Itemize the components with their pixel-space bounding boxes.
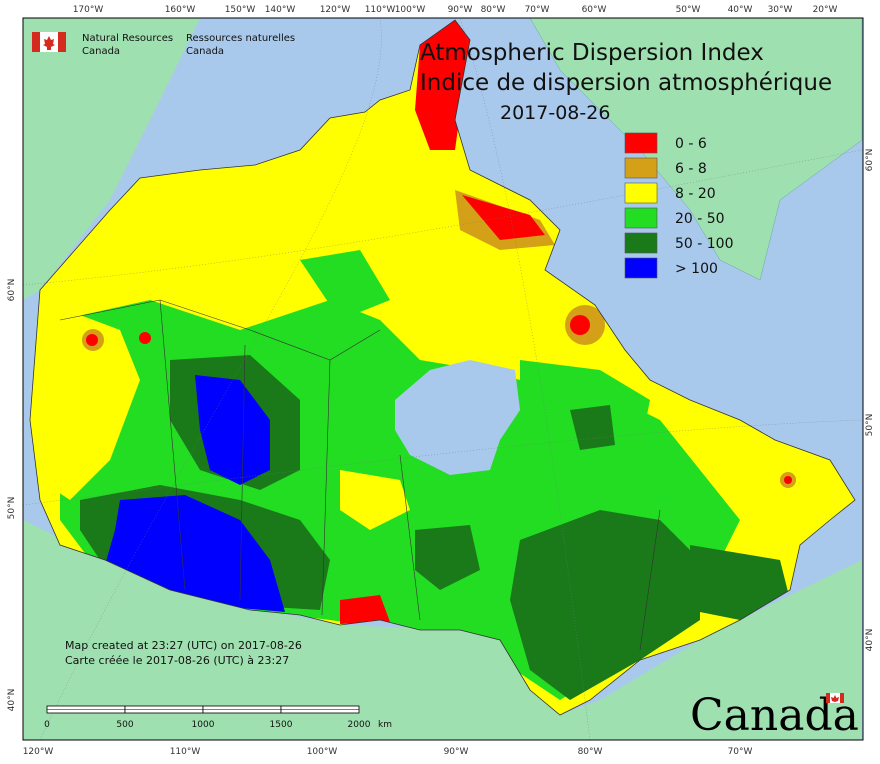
flag-left-bar — [32, 32, 40, 52]
scale-unit: km — [378, 720, 392, 730]
legend-swatch — [624, 232, 658, 254]
map-title-fr: Indice de dispersion atmosphérique — [420, 70, 832, 96]
left-tick-labels: 60°N 50°N 40°N — [7, 279, 17, 712]
top-tick-label: 120°W — [320, 5, 351, 15]
legend-swatch — [624, 132, 658, 154]
bottom-tick-label: 110°W — [170, 747, 201, 757]
top-tick-label: 70°W — [525, 5, 550, 15]
map-note-en: Map created at 23:27 (UTC) on 2017-08-26 — [65, 639, 302, 652]
map-border — [22, 17, 864, 741]
top-tick-label: 140°W — [265, 5, 296, 15]
wordmark-maple-leaf-icon — [831, 695, 839, 702]
legend-label: 50 - 100 — [675, 236, 734, 252]
top-tick-labels: 170°W 160°W 150°W 140°W 120°W 110°W 100°W 90°W 8… — [73, 5, 838, 15]
bottom-tick-label: 70°W — [728, 747, 753, 757]
signature-fr-line1: Ressources naturelles — [186, 33, 295, 44]
scale-label: 2000 — [348, 720, 371, 730]
canada-outline — [29, 19, 856, 716]
bottom-tick-label: 80°W — [578, 747, 603, 757]
top-tick-label: 100°W — [395, 5, 426, 15]
legend-label: 6 - 8 — [675, 161, 707, 177]
top-tick-label: 150°W — [225, 5, 256, 15]
right-tick-label: 40°N — [865, 629, 875, 652]
signature-fr-line2: Canada — [186, 46, 224, 57]
top-tick-label: 160°W — [165, 5, 196, 15]
legend-swatch — [624, 257, 658, 279]
top-tick-label: 30°W — [768, 5, 793, 15]
legend-swatch — [624, 182, 658, 204]
map-title-en: Atmospheric Dispersion Index — [420, 40, 764, 66]
legend-label: 0 - 6 — [675, 136, 707, 152]
provincial-borders — [59, 299, 661, 651]
bottom-tick-label: 120°W — [23, 747, 54, 757]
legend-label: > 100 — [675, 261, 718, 277]
left-tick-label: 60°N — [7, 279, 17, 302]
top-tick-label: 170°W — [73, 5, 104, 15]
legend-swatch — [624, 157, 658, 179]
scale-labels: 0 500 1000 1500 2000 — [44, 720, 371, 730]
top-tick-label: 60°W — [582, 5, 607, 15]
signature-en-line2: Canada — [82, 46, 120, 57]
left-tick-label: 40°N — [7, 689, 17, 712]
signature-en-line1: Natural Resources — [82, 33, 173, 44]
flag-right-bar — [58, 32, 66, 52]
legend-swatch — [624, 207, 658, 229]
top-tick-label: 50°W — [676, 5, 701, 15]
canada-wordmark: Canada — [690, 690, 859, 741]
top-tick-label: 90°W — [448, 5, 473, 15]
legend-label: 20 - 50 — [675, 211, 725, 227]
graticule — [22, 17, 863, 741]
map-date: 2017-08-26 — [500, 102, 610, 124]
scale-bar: 0 500 1000 1500 2000 km — [44, 705, 392, 730]
bottom-tick-labels: 120°W 110°W 100°W 90°W 80°W 70°W — [23, 747, 753, 757]
right-tick-labels: 60°N 50°N 40°N — [865, 149, 875, 652]
government-signature: Natural Resources Canada Ressources natu… — [32, 32, 295, 57]
bottom-tick-label: 90°W — [444, 747, 469, 757]
right-tick-label: 60°N — [865, 149, 875, 172]
legend: 0 - 6 6 - 8 8 - 20 20 - 50 50 - 100 > 100 — [624, 132, 734, 279]
left-tick-label: 50°N — [7, 497, 17, 520]
bottom-tick-label: 100°W — [307, 747, 338, 757]
scale-label: 500 — [116, 720, 133, 730]
scale-label: 1000 — [192, 720, 215, 730]
top-tick-label: 20°W — [813, 5, 838, 15]
top-tick-label: 110°W — [365, 5, 396, 15]
wordmark-flag-right — [840, 693, 844, 703]
top-tick-label: 80°W — [481, 5, 506, 15]
alaska-land — [23, 18, 200, 300]
scale-label: 1500 — [270, 720, 293, 730]
greenland-land — [529, 17, 863, 281]
legend-label: 8 - 20 — [675, 186, 716, 202]
top-tick-label: 40°W — [728, 5, 753, 15]
hudson-bay — [395, 360, 520, 475]
maple-leaf-icon — [43, 36, 55, 50]
scale-label: 0 — [44, 720, 50, 730]
wordmark-flag-left — [826, 693, 830, 703]
map-note-fr: Carte créée le 2017-08-26 (UTC) à 23:27 — [65, 654, 289, 667]
right-tick-label: 50°N — [865, 414, 875, 437]
